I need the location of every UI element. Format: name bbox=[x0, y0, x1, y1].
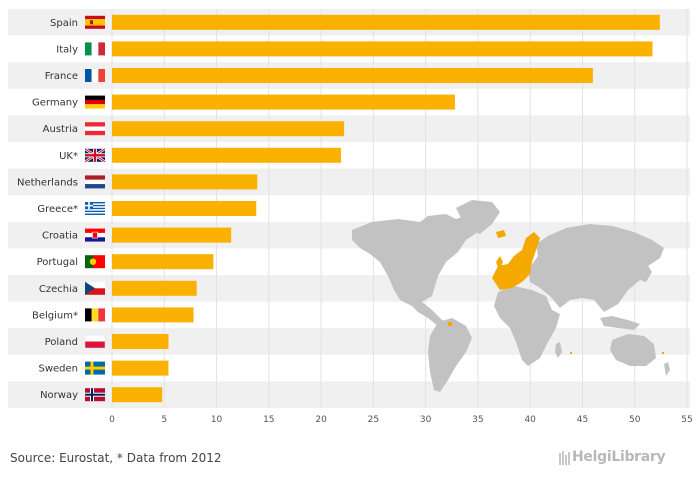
x-tick-label: 45 bbox=[577, 415, 588, 425]
greece-flag bbox=[85, 202, 105, 215]
x-tick-label: 15 bbox=[263, 415, 274, 425]
category-label: Germany bbox=[32, 98, 78, 109]
bar bbox=[112, 174, 258, 190]
austria-flag bbox=[85, 122, 105, 136]
category-label: Greece* bbox=[37, 204, 78, 215]
row-band bbox=[8, 381, 690, 408]
map-madagascar bbox=[555, 342, 562, 358]
croatia-flag bbox=[85, 228, 105, 242]
map-greenland bbox=[456, 200, 500, 234]
category-label: Croatia bbox=[42, 231, 78, 242]
category-label: Netherlands bbox=[17, 177, 78, 188]
uk-flag bbox=[84, 147, 106, 163]
map-central-america bbox=[412, 302, 446, 326]
bar bbox=[112, 14, 660, 30]
map-north-america bbox=[352, 214, 482, 306]
bar bbox=[112, 360, 169, 376]
germany-flag bbox=[85, 95, 105, 109]
sweden-flag bbox=[85, 361, 105, 375]
bar bbox=[112, 68, 593, 83]
x-tick-label: 55 bbox=[681, 415, 692, 425]
flags bbox=[84, 15, 106, 402]
netherlands-flag bbox=[85, 175, 105, 189]
bar bbox=[112, 227, 232, 243]
category-label: Norway bbox=[40, 390, 78, 401]
category-label: Poland bbox=[45, 337, 78, 348]
bar bbox=[112, 121, 345, 137]
bar bbox=[112, 280, 197, 296]
category-label: Sweden bbox=[38, 364, 78, 375]
world-map bbox=[352, 200, 670, 392]
italy-flag bbox=[85, 42, 105, 56]
x-tick-label: 20 bbox=[315, 415, 327, 425]
brand-logo: HelgiLibrary bbox=[572, 449, 666, 465]
bar bbox=[112, 307, 194, 323]
category-label: Spain bbox=[50, 18, 78, 29]
x-tick-label: 35 bbox=[472, 415, 483, 425]
bars bbox=[112, 14, 660, 403]
category-label: UK* bbox=[59, 151, 78, 162]
source-note: Source: Eurostat, * Data from 2012 bbox=[10, 451, 222, 465]
x-tick-label: 0 bbox=[109, 415, 115, 425]
czechia-flag bbox=[85, 281, 105, 295]
library-logo-icon bbox=[559, 451, 570, 465]
x-tick-label: 40 bbox=[524, 415, 536, 425]
map-french-guiana bbox=[448, 322, 452, 326]
map-japan bbox=[640, 266, 652, 282]
category-label: France bbox=[45, 71, 78, 82]
bar bbox=[112, 201, 257, 216]
map-iceland bbox=[496, 230, 506, 238]
map-europe bbox=[492, 232, 540, 290]
france-flag bbox=[85, 69, 105, 82]
x-tick-label: 10 bbox=[211, 415, 223, 425]
bar bbox=[112, 387, 163, 403]
spain-flag bbox=[85, 15, 105, 29]
category-label: Portugal bbox=[37, 257, 78, 268]
poland-flag bbox=[84, 334, 106, 349]
map-reunion bbox=[570, 352, 572, 354]
belgium-flag bbox=[85, 308, 105, 322]
row-band bbox=[8, 168, 690, 196]
bar bbox=[112, 254, 214, 270]
bar bbox=[112, 147, 341, 163]
bar bbox=[112, 41, 653, 57]
map-new-zealand bbox=[664, 362, 670, 376]
map-asia bbox=[528, 224, 664, 312]
category-labels: Spain Italy France Germany Austria UK* Netherl… bbox=[17, 18, 78, 401]
map-australia bbox=[610, 334, 656, 366]
x-axis-ticks: 0 5 10 15 20 25 30 35 40 45 50 55 bbox=[109, 415, 693, 425]
x-tick-label: 50 bbox=[629, 415, 641, 425]
map-uk bbox=[496, 256, 503, 270]
category-label: Belgium* bbox=[32, 310, 78, 321]
category-label: Austria bbox=[43, 124, 78, 135]
norway-flag bbox=[85, 388, 105, 402]
x-tick-label: 30 bbox=[420, 415, 432, 425]
map-africa bbox=[494, 286, 560, 366]
category-label: Italy bbox=[56, 44, 78, 55]
bar bbox=[112, 334, 169, 349]
x-tick-label: 5 bbox=[161, 415, 167, 425]
map-pacific-dot bbox=[662, 352, 664, 354]
map-south-america bbox=[428, 318, 472, 392]
portugal-flag bbox=[85, 255, 105, 269]
map-indonesia bbox=[600, 316, 640, 330]
x-tick-label: 25 bbox=[368, 415, 379, 425]
row-band bbox=[8, 115, 690, 142]
bar bbox=[112, 94, 455, 110]
row-band bbox=[8, 328, 690, 355]
category-label: Czechia bbox=[39, 284, 78, 295]
